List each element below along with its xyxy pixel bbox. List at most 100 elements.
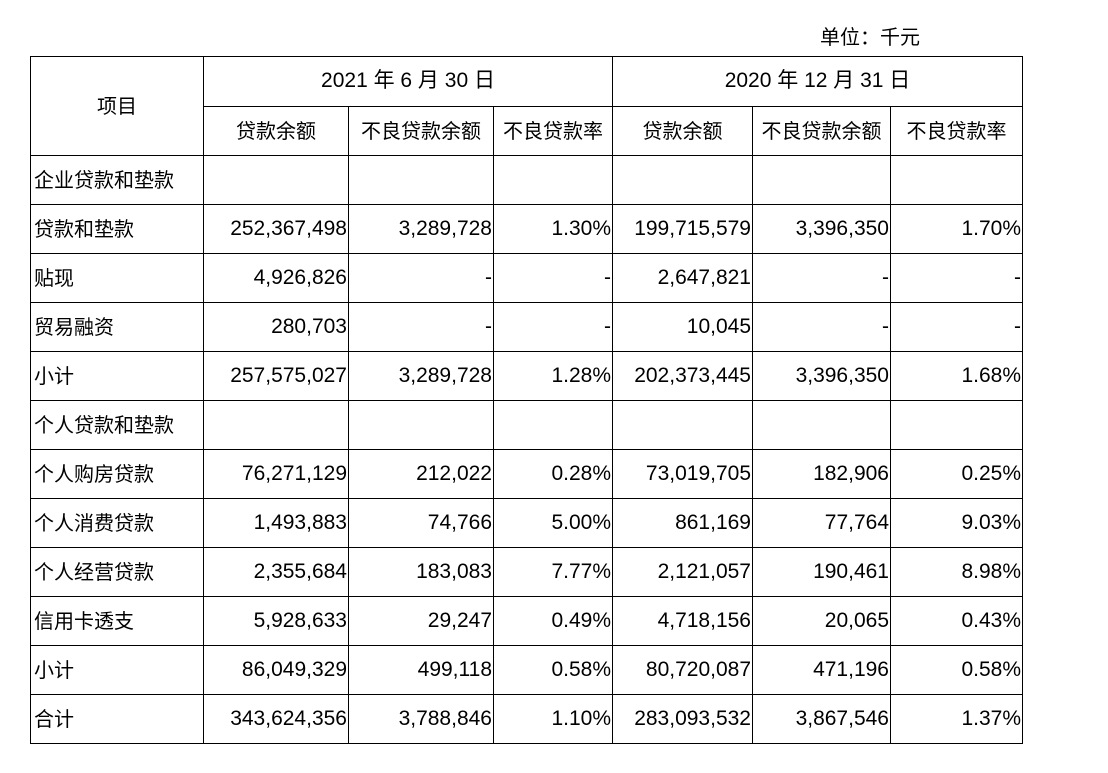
table-row: 合计 343,624,356 3,788,846 1.10% 283,093,532 3,… [30,694,1023,744]
table-row: 个人消费贷款 1,493,883 74,766 5.00% 861,169 77,764 9… [30,498,1023,548]
data-cell: 0.25% [890,449,1023,499]
data-cell: 212,022 [348,449,494,499]
data-cell: 2,121,057 [612,547,753,597]
item-header: 项目 [30,56,204,156]
data-cell: 4,926,826 [203,253,349,303]
data-cell: 1.37% [890,694,1023,744]
data-cell [890,155,1023,205]
data-cell: 2,355,684 [203,547,349,597]
table-row: 贴现 4,926,826- -2,647,821- - [30,253,1023,303]
data-cell: - [752,302,891,352]
data-cell: 499,118 [348,645,494,695]
table-row: 信用卡透支 5,928,633 29,247 0.49% 4,718,156 20,065… [30,596,1023,646]
data-cell: 1.10% [493,694,613,744]
data-cell: 3,788,846 [348,694,494,744]
data-cell: 283,093,532 [612,694,753,744]
row-label: 贴现 [30,253,204,303]
data-cell: 1.70% [890,204,1023,254]
data-cell: 9.03% [890,498,1023,548]
table-row: 贷款和垫款 252,367,498 3,289,728 1.30% 199,715,57… [30,204,1023,254]
data-cell: 86,049,329 [203,645,349,695]
table-row: 小计 257,575,027 3,289,728 1.28% 202,373,445 3,… [30,351,1023,401]
row-label: 个人贷款和垫款 [30,400,204,450]
col-header-loan-balance: 贷款余额 [612,105,753,156]
data-cell: 77,764 [752,498,891,548]
data-cell: 1.28% [493,351,613,401]
col-header-loan-balance: 贷款余额 [203,105,349,156]
data-cell: 0.58% [493,645,613,695]
data-cell: 1.30% [493,204,613,254]
col-header-npl-ratio: 不良贷款率 [493,105,613,156]
table-row: 个人贷款和垫款 [30,400,1023,450]
data-cell: 252,367,498 [203,204,349,254]
data-cell [493,155,613,205]
data-cell: 182,906 [752,449,891,499]
data-cell: 8.98% [890,547,1023,597]
data-cell: - [348,302,494,352]
data-cell: 257,575,027 [203,351,349,401]
row-label: 个人购房贷款 [30,449,204,499]
data-cell: 183,083 [348,547,494,597]
data-cell: 0.28% [493,449,613,499]
data-cell: - [493,302,613,352]
row-label: 小计 [30,351,204,401]
data-cell: 202,373,445 [612,351,753,401]
data-cell: - [890,253,1023,303]
data-cell [612,400,753,450]
data-cell: 3,289,728 [348,351,494,401]
period-header-2021: 2021 年 6 月 30 日 [203,56,613,107]
col-header-npl-balance: 不良贷款余额 [348,105,494,156]
row-label: 贸易融资 [30,302,204,352]
data-cell [203,155,349,205]
table-body: 企业贷款和垫款 贷款和垫款 252,367,498 3,289,728 1.30% 199… [30,155,1023,744]
data-cell: - [348,253,494,303]
data-cell [348,400,494,450]
table-row: 小计 86,049,329 499,118 0.58% 80,720,087 471,19… [30,645,1023,695]
loan-quality-table: 项目 2021 年 6 月 30 日 2020 年 12 月 31 日 贷款余额… [30,56,1023,744]
data-cell: 3,289,728 [348,204,494,254]
data-cell: 3,396,350 [752,351,891,401]
data-cell [348,155,494,205]
data-cell: 29,247 [348,596,494,646]
table-row: 贸易融资 280,703- -10,045- - [30,302,1023,352]
data-cell: 0.43% [890,596,1023,646]
row-label: 贷款和垫款 [30,204,204,254]
data-cell: 2,647,821 [612,253,753,303]
data-cell: - [493,253,613,303]
data-cell: 5,928,633 [203,596,349,646]
table-row: 企业贷款和垫款 [30,155,1023,205]
row-label: 小计 [30,645,204,695]
data-cell: 5.00% [493,498,613,548]
data-cell: 80,720,087 [612,645,753,695]
data-cell: 199,715,579 [612,204,753,254]
row-label: 合计 [30,694,204,744]
data-cell: 861,169 [612,498,753,548]
data-cell: 3,396,350 [752,204,891,254]
data-cell [493,400,613,450]
row-label: 信用卡透支 [30,596,204,646]
data-cell: 10,045 [612,302,753,352]
data-cell: 3,867,546 [752,694,891,744]
data-cell: 190,461 [752,547,891,597]
data-cell [612,155,753,205]
row-label: 个人消费贷款 [30,498,204,548]
col-header-npl-balance: 不良贷款余额 [752,105,891,156]
data-cell: 4,718,156 [612,596,753,646]
data-cell [752,400,891,450]
row-label: 个人经营贷款 [30,547,204,597]
table-row: 个人购房贷款 76,271,129 212,022 0.28% 73,019,705 18… [30,449,1023,499]
period-header-2020: 2020 年 12 月 31 日 [612,56,1023,107]
data-cell: 0.49% [493,596,613,646]
data-cell: 343,624,356 [203,694,349,744]
table-row: 个人经营贷款 2,355,684 183,083 7.77% 2,121,057 190,… [30,547,1023,597]
col-header-npl-ratio: 不良贷款率 [890,105,1023,156]
data-cell: 7.77% [493,547,613,597]
data-cell: 20,065 [752,596,891,646]
data-cell: 73,019,705 [612,449,753,499]
row-label: 企业贷款和垫款 [30,155,204,205]
data-cell: 1.68% [890,351,1023,401]
unit-note: 单位：千元 [820,25,920,49]
data-cell: - [890,302,1023,352]
data-cell: 280,703 [203,302,349,352]
data-cell: 74,766 [348,498,494,548]
